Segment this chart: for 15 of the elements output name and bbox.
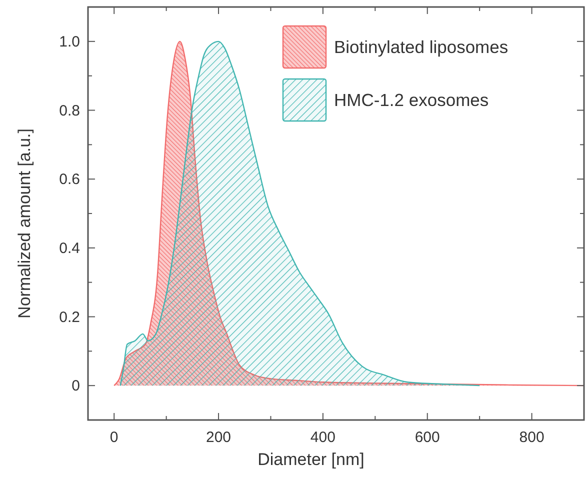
legend-label: Biotinylated liposomes	[334, 37, 508, 57]
y-tick-label: 0.4	[59, 240, 80, 257]
x-tick-label: 800	[519, 429, 544, 446]
y-tick-label: 0.2	[59, 308, 80, 326]
y-tick-label: 0	[72, 378, 80, 395]
x-tick-label: 200	[206, 429, 232, 446]
legend-label: HMC-1.2 exosomes	[334, 90, 489, 110]
x-tick-label: 0	[110, 429, 118, 446]
x-axis-title: Diameter [nm]	[258, 450, 364, 469]
y-axis-title: Normalized amount [a.u.]	[15, 128, 34, 318]
y-tick-label: 0.8	[59, 102, 80, 120]
x-tick-label: 400	[310, 429, 336, 446]
x-tick-label: 600	[414, 429, 440, 446]
y-tick-label: 1.0	[59, 33, 80, 50]
y-tick-label: 0.6	[59, 171, 80, 188]
